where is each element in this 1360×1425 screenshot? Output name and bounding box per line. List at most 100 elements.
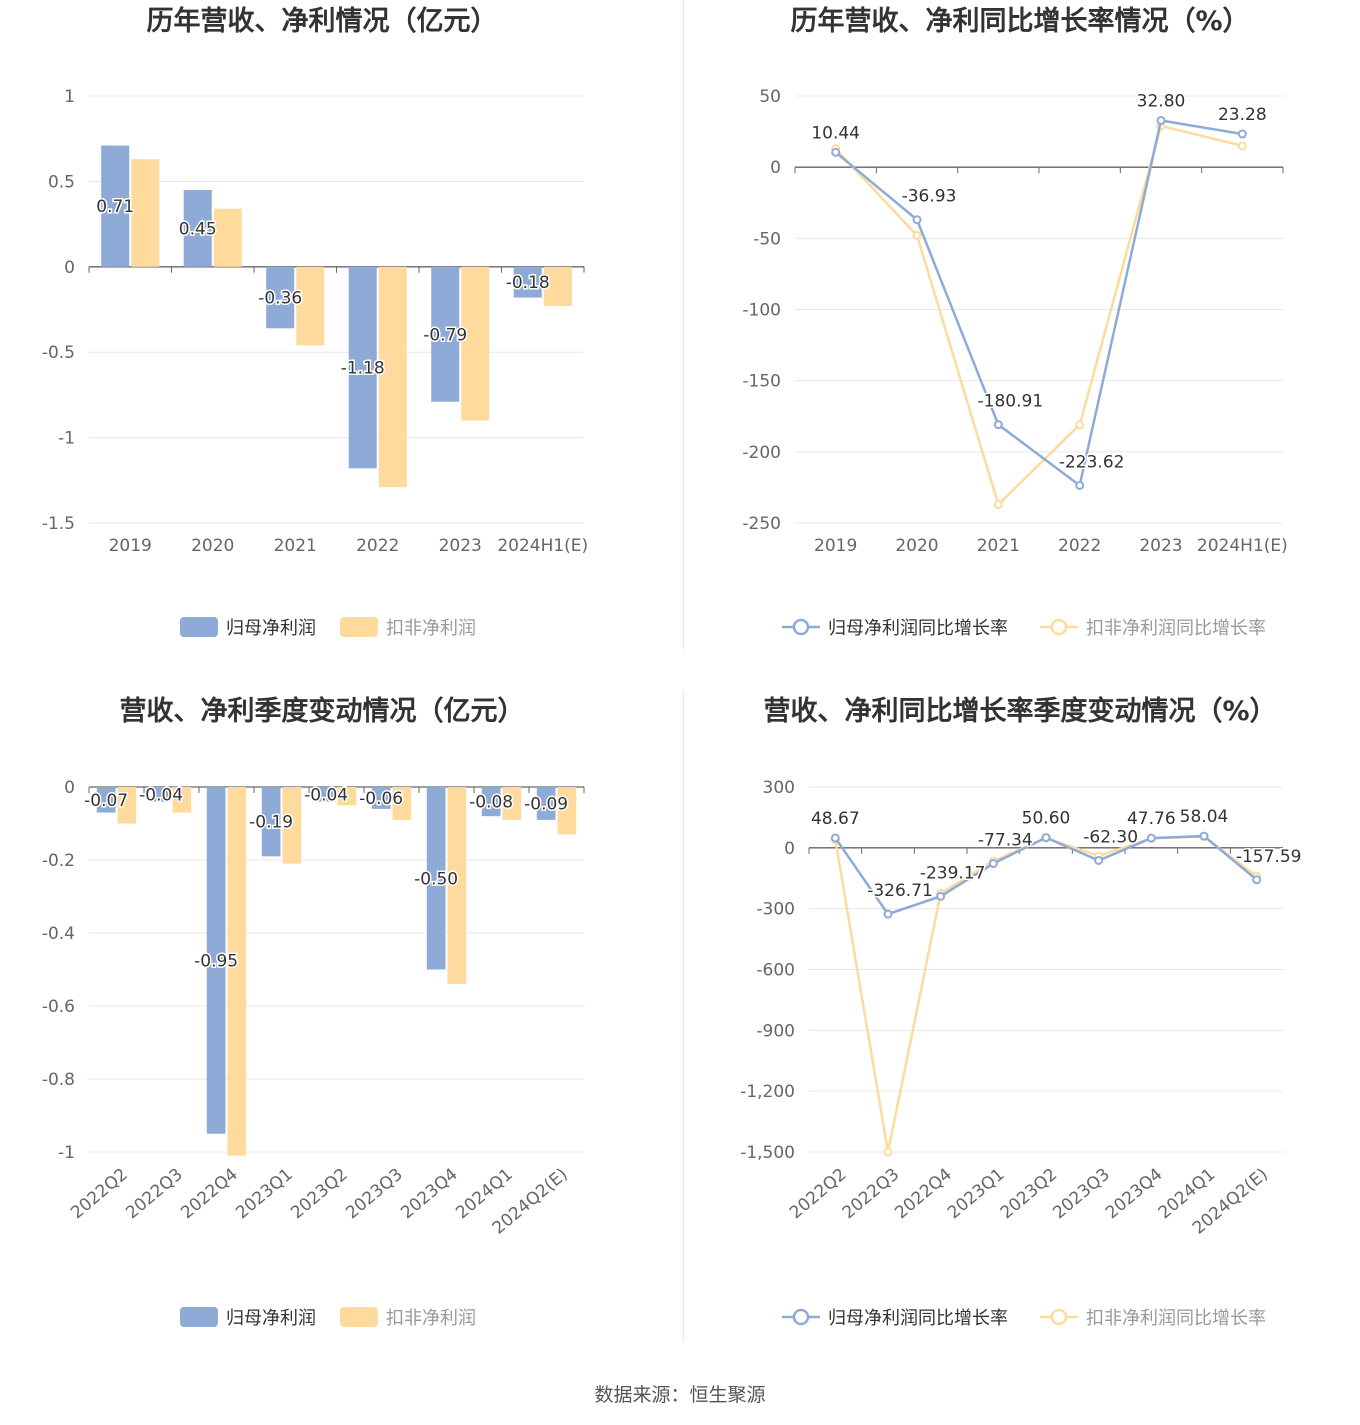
data-label: -62.30: [1083, 827, 1138, 847]
x-tick-label: 2022Q4: [891, 1165, 956, 1224]
data-label: -239.17: [920, 863, 986, 883]
line-point: [936, 891, 946, 901]
x-tick-label: 2024H1(E): [1197, 536, 1288, 556]
y-tick-label: -0.4: [42, 924, 75, 944]
bar-deducted-profit: [461, 266, 490, 421]
y-tick-label: -300: [756, 900, 795, 920]
bar-net-profit: [151, 787, 171, 802]
line-point: [912, 215, 922, 225]
bar-net-profit: [183, 189, 212, 267]
bar-net-profit: [348, 266, 377, 469]
legend-label: 归母净利润: [226, 1308, 316, 1329]
data-label: -0.50: [414, 869, 458, 889]
x-tick-label: 2021: [274, 536, 317, 556]
bar-deducted-profit: [213, 208, 242, 267]
x-tick-label: 2023: [1139, 536, 1182, 556]
data-label: 23.28: [1218, 105, 1267, 125]
bar-deducted-profit: [557, 787, 577, 835]
x-tick-label: 2019: [814, 536, 857, 556]
y-tick-label: 0: [784, 839, 795, 859]
x-tick-label: 2023Q1: [232, 1165, 297, 1224]
x-tick-label: 2022Q2: [67, 1165, 132, 1224]
data-label: -36.93: [902, 187, 957, 207]
data-label: -180.91: [978, 392, 1044, 412]
quarterly-profit-panel: 营收、净利季度变动情况（亿元） 0 -0.2 -0.4 -0.6 -0.8 -1 2022Q2…: [0, 690, 680, 1380]
x-tick-label: 2022Q4: [177, 1165, 242, 1224]
vertical-divider-top: [683, 0, 684, 650]
bar-deducted-profit: [378, 266, 407, 488]
x-tick-label: 2021: [977, 536, 1020, 556]
vertical-divider-bottom: [683, 690, 684, 1342]
data-label: -157.59: [1236, 847, 1302, 867]
bar-deducted-profit: [227, 787, 247, 1156]
line-point: [1146, 833, 1156, 843]
y-tick-label: -1.5: [42, 514, 75, 534]
x-tick-label: 2023Q2: [997, 1165, 1062, 1224]
annual-profit-chart: 历年营收、净利情况（亿元） 1 0.5 0 -0.5 -1 -1.5 2019 2020 2021…: [42, 5, 588, 639]
data-label: 32.80: [1137, 91, 1186, 111]
quarterly-profit-chart: 营收、净利季度变动情况（亿元） 0 -0.2 -0.4 -0.6 -0.8 -12022Q2…: [42, 695, 585, 1329]
x-tick-label: 2022Q3: [839, 1165, 904, 1224]
y-tick-label: -1: [58, 429, 75, 449]
x-tick-label: 2019: [109, 536, 152, 556]
line-point: [1237, 129, 1247, 139]
data-label: -1.18: [341, 359, 385, 379]
line-point: [883, 909, 893, 919]
legend-label: 扣非净利润同比增长率: [1086, 1308, 1266, 1329]
bar-deducted-profit: [392, 787, 412, 820]
x-tick-label: 2023Q4: [1102, 1165, 1167, 1224]
line-net-profit-growth: [834, 119, 1243, 488]
line-point: [993, 499, 1003, 509]
data-label: -0.09: [524, 794, 568, 814]
legend-swatch-net-profit: [180, 617, 218, 637]
line-point: [830, 833, 840, 843]
bar-net-profit: [426, 787, 446, 970]
x-tick-label: 2022Q2: [786, 1165, 851, 1224]
bar-net-profit: [266, 266, 295, 329]
legend-label: 扣非净利润: [386, 1308, 476, 1329]
y-tick-label: -0.8: [42, 1070, 75, 1090]
annual-profit-panel: 历年营收、净利情况（亿元） 1 0.5 0 -0.5 -1 -1.5 2019 2020 2021…: [0, 0, 680, 690]
y-tick-label: -0.6: [42, 997, 75, 1017]
data-label: -223.62: [1059, 452, 1125, 472]
data-label: 0.71: [96, 197, 134, 217]
quarterly-growth-chart: 营收、净利同比增长率季度变动情况（%） 300 0 -300 -600 -900 -1,20…: [740, 695, 1303, 1329]
data-label: -0.08: [469, 793, 513, 813]
data-label: -0.19: [249, 813, 293, 833]
y-tick-label: 1: [64, 87, 75, 107]
x-tick-label: 2023: [439, 536, 482, 556]
legend-marker: [1050, 618, 1068, 636]
data-label: 10.44: [811, 123, 860, 143]
data-label: -0.79: [423, 325, 467, 345]
y-tick-label: -100: [742, 301, 781, 321]
data-label: -0.18: [506, 273, 550, 293]
y-tick-label: 0.5: [48, 172, 75, 192]
legend-marker: [792, 618, 810, 636]
bar-net-profit: [431, 266, 460, 402]
y-tick-label: -600: [756, 961, 795, 981]
y-tick-label: -200: [742, 443, 781, 463]
bar-deducted-profit: [282, 787, 302, 864]
annual-growth-chart: 历年营收、净利同比增长率情况（%） 50 0 -50 -100 -150 -200 -250 2…: [742, 5, 1288, 639]
bar-net-profit: [206, 787, 226, 1134]
y-tick-label: -1: [58, 1143, 75, 1163]
bar-net-profit: [371, 787, 391, 809]
bar-net-profit: [101, 145, 130, 267]
y-tick-label: 0: [64, 778, 75, 798]
legend-label: 扣非净利润: [386, 618, 476, 639]
line-point: [912, 230, 922, 240]
data-source: 数据来源：恒生聚源: [594, 1384, 766, 1406]
legend-label: 归母净利润同比增长率: [828, 618, 1008, 639]
line-point: [1237, 141, 1247, 151]
line-point: [831, 147, 841, 157]
legend-marker: [1050, 1308, 1068, 1326]
y-tick-label: 0: [770, 158, 781, 178]
bar-deducted-profit: [296, 266, 325, 346]
bar-deducted-profit: [337, 787, 357, 806]
bar-deducted-profit: [502, 787, 522, 820]
data-label: -0.04: [304, 785, 348, 805]
line-point: [1094, 855, 1104, 865]
data-label: -0.95: [194, 951, 238, 971]
x-tick-label: 2020: [191, 536, 234, 556]
bar-net-profit: [536, 787, 556, 820]
